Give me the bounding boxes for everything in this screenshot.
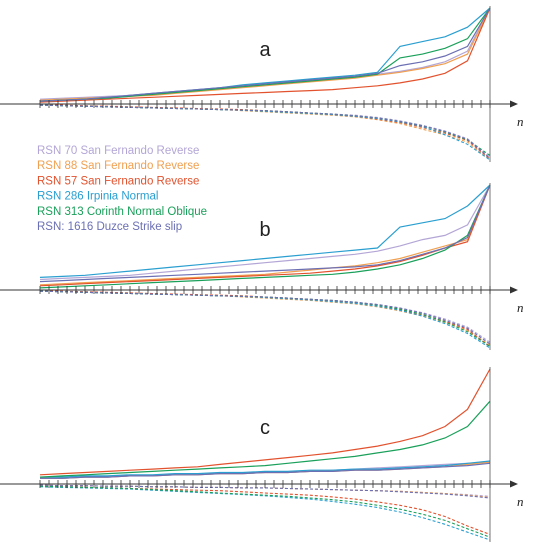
series-line-upper-rsn-57 — [39, 7, 491, 103]
series-line-lower-rsn-313 — [39, 485, 491, 538]
series-line-lower-rsn-1616 — [39, 104, 491, 159]
panel-c: nc — [0, 367, 524, 542]
legend-entry: RSN 70 San Fernando Reverse — [37, 145, 199, 157]
x-axis-arrow-a — [510, 100, 518, 108]
series-line-upper-rsn-1616 — [39, 7, 491, 102]
x-axis-label-a: n — [517, 114, 524, 129]
series-line-upper-rsn-313 — [39, 400, 491, 478]
legend-entry: RSN 286 Irpinia Normal — [37, 191, 158, 203]
series-line-upper-rsn-57 — [39, 184, 491, 287]
series-line-lower-rsn-286 — [39, 290, 491, 349]
ticks-a — [39, 100, 491, 108]
series-line-lower-rsn-1616 — [39, 290, 491, 345]
series-line-upper-rsn-1616 — [40, 462, 491, 479]
legend-entry: RSN 57 San Fernando Reverse — [37, 175, 199, 187]
series-line-upper-rsn-70 — [39, 184, 491, 281]
series-line-upper-rsn-57 — [39, 368, 491, 476]
legend: RSN 70 San Fernando Reverse RSN 88 San Fe… — [37, 145, 207, 233]
ticks-c — [39, 480, 491, 488]
series-line-upper-rsn-286 — [40, 460, 491, 478]
panel-label-b: b — [259, 219, 270, 241]
series-line-lower-rsn-286 — [39, 486, 491, 541]
legend-entry: RSN: 1616 Duzce Strike slip — [37, 221, 182, 233]
series-line-upper-rsn-286 — [39, 184, 491, 278]
x-axis-arrow-c — [510, 480, 518, 488]
panel-a: na — [0, 6, 524, 162]
series-line-upper-rsn-88 — [39, 184, 491, 286]
x-axis-arrow-b — [510, 286, 518, 294]
panel-label-c: c — [260, 417, 270, 439]
panel-b: nb — [0, 183, 524, 350]
legend-entry: RSN 88 San Fernando Reverse — [37, 160, 199, 172]
series-line-lower-rsn-313 — [39, 290, 491, 347]
x-axis-label-b: n — [517, 300, 524, 315]
ticks-b — [39, 286, 491, 294]
legend-entry: RSN 313 Corinth Normal Oblique — [37, 206, 207, 218]
series-line-upper-rsn-313 — [39, 184, 491, 289]
series-line-lower-rsn-70 — [39, 290, 491, 343]
series-line-upper-rsn-1616 — [39, 184, 491, 283]
series-line-lower-rsn-88 — [39, 290, 491, 346]
series-line-lower-rsn-57 — [39, 290, 491, 348]
series-line-upper-rsn-313 — [39, 7, 491, 102]
panel-label-a: a — [259, 39, 271, 61]
x-axis-label-c: n — [517, 494, 524, 509]
